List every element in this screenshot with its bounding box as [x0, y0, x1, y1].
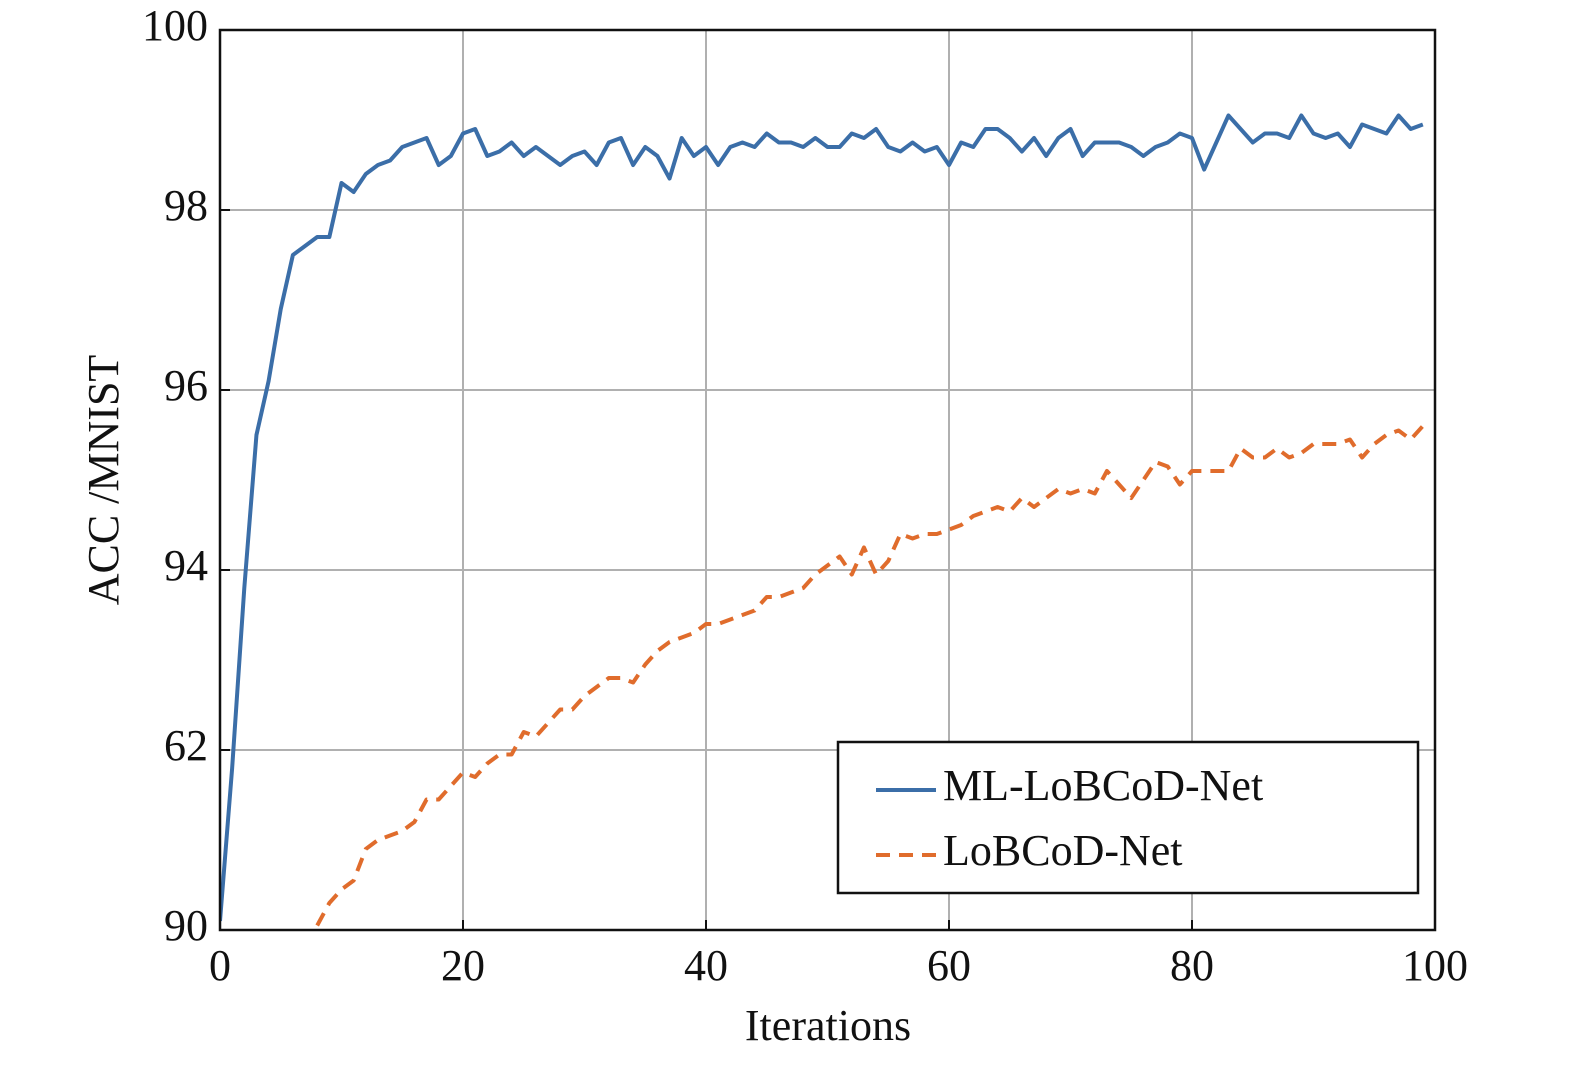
y-tick-label: 96 — [164, 361, 208, 410]
x-tick-label: 40 — [684, 941, 728, 990]
legend-label: ML-LoBCoD-Net — [943, 761, 1263, 810]
x-tick-label: 80 — [1170, 941, 1214, 990]
y-tick-label: 94 — [164, 541, 208, 590]
y-tick-label: 90 — [164, 901, 208, 950]
x-tick-label: 20 — [441, 941, 485, 990]
y-tick-label: 62 — [164, 721, 208, 770]
x-axis-label: Iterations — [745, 1001, 911, 1050]
y-tick-label: 100 — [142, 1, 208, 50]
y-axis-label: ACC /MNIST — [79, 355, 128, 606]
plot-lines — [220, 113, 1425, 927]
legend-box — [836, 740, 1420, 895]
x-tick-label: 0 — [209, 941, 231, 990]
series-line — [315, 424, 1425, 927]
series-line — [220, 113, 1424, 922]
y-tick-label: 98 — [164, 181, 208, 230]
plot-frame — [218, 28, 1437, 932]
x-tick-label: 100 — [1402, 941, 1468, 990]
x-tick-label: 60 — [927, 941, 971, 990]
legend-label: LoBCoD-Net — [943, 826, 1183, 875]
